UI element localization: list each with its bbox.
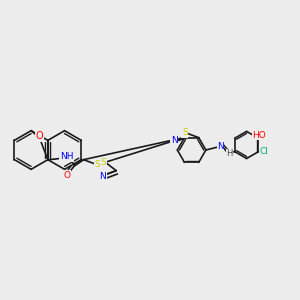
Text: N: N (217, 142, 224, 151)
Text: HO: HO (252, 131, 266, 140)
Text: O: O (64, 171, 71, 180)
Text: Cl: Cl (259, 147, 268, 156)
Text: S: S (94, 160, 100, 169)
Text: S: S (94, 160, 100, 169)
Text: H: H (226, 149, 232, 158)
Text: S: S (94, 160, 100, 169)
Text: N: N (100, 172, 106, 181)
Text: S: S (100, 158, 106, 166)
Text: S: S (182, 128, 188, 137)
Text: NH: NH (60, 152, 73, 161)
Text: N: N (171, 136, 177, 145)
Text: O: O (36, 131, 43, 141)
